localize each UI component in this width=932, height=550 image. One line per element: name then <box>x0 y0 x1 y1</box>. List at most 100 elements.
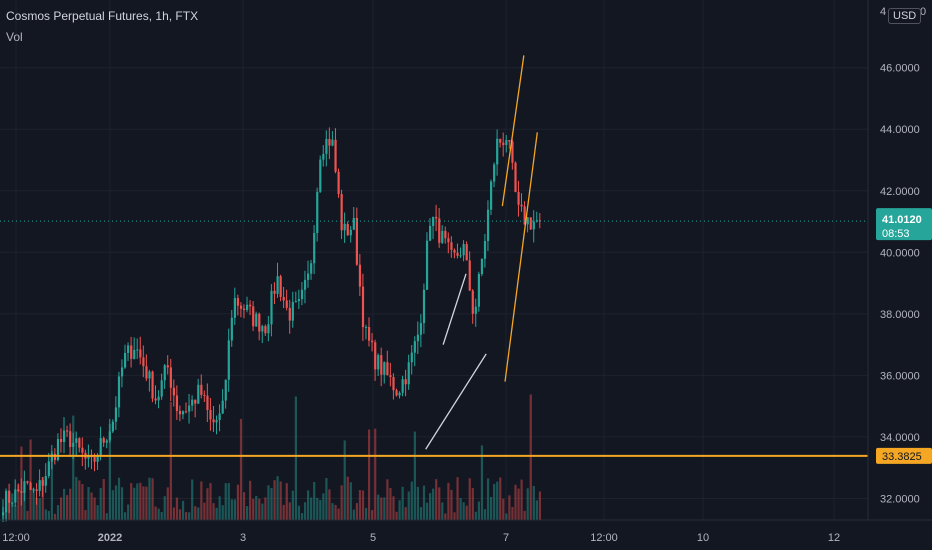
volume-bar <box>124 512 127 520</box>
time-tick-label: 12 <box>828 532 840 544</box>
candle-body <box>35 489 38 491</box>
trendline-left-lower[interactable] <box>425 353 487 450</box>
volume-bar <box>435 479 438 520</box>
volume-bar <box>480 445 484 520</box>
volume-bar <box>316 497 319 520</box>
candle-body <box>87 455 90 459</box>
candle-body <box>105 440 108 443</box>
volume-bar <box>236 484 240 520</box>
candle-body <box>66 430 69 432</box>
candle-body <box>120 367 124 377</box>
candle-body <box>59 439 63 442</box>
time-tick-label: 5 <box>370 532 376 544</box>
volume-bar <box>181 500 185 520</box>
volume-bar <box>50 451 53 520</box>
volume-bar <box>486 478 490 520</box>
volume-bar <box>212 503 215 520</box>
last-price-badge[interactable] <box>876 208 932 241</box>
volume-bar <box>218 496 221 520</box>
volume-bar <box>242 492 246 520</box>
candle-body <box>395 390 398 396</box>
candle-body <box>26 481 29 483</box>
candle-body <box>413 341 416 353</box>
candle-body <box>209 409 212 420</box>
candle-body <box>328 138 331 146</box>
volume-indicator-label[interactable]: Vol <box>6 30 23 44</box>
candle-body <box>453 249 456 253</box>
volume-bar <box>151 478 154 520</box>
price-tick-label: 38.0000 <box>880 309 920 321</box>
candle-body <box>474 306 477 314</box>
candle-body <box>404 379 407 385</box>
candle-body <box>538 220 541 222</box>
candle-body <box>127 345 130 353</box>
trendline-right-lower[interactable] <box>504 132 538 382</box>
candle-body <box>358 264 362 287</box>
candle-body <box>334 139 337 172</box>
candle-body <box>212 419 215 423</box>
candle-body <box>422 289 426 324</box>
volume-bar <box>84 510 87 520</box>
volume-bar <box>529 394 532 520</box>
volume-bar <box>221 505 224 520</box>
candle-body <box>63 430 66 442</box>
volume-bar <box>102 479 105 520</box>
currency-button[interactable]: USD <box>888 8 922 24</box>
volume-bar <box>392 496 395 520</box>
candle-body <box>346 223 349 236</box>
candle-body <box>81 447 84 453</box>
candle-body <box>44 475 47 486</box>
candle-body <box>490 181 493 210</box>
volume-bar <box>78 480 81 520</box>
candle-body <box>29 482 32 490</box>
candle-body <box>41 480 44 486</box>
candle-body <box>242 308 246 310</box>
volume-bar <box>374 428 377 520</box>
volume-bar <box>130 483 133 520</box>
candlesticks <box>2 127 541 523</box>
volume-bar <box>502 498 505 520</box>
candle-body <box>20 491 23 493</box>
volume-bar <box>294 396 297 520</box>
volume-bar <box>69 488 72 520</box>
candle-body <box>282 296 285 301</box>
time-tick-label: 2022 <box>98 532 122 544</box>
candle-body <box>267 324 270 334</box>
candle-body <box>483 241 487 259</box>
candle-body <box>233 298 236 318</box>
volume-bar <box>438 487 441 520</box>
volume-bar <box>105 513 108 520</box>
volume-bar <box>429 493 432 520</box>
volume-bar <box>538 491 541 520</box>
volume-bar <box>72 415 75 520</box>
candle-body <box>477 274 480 307</box>
volume-bar <box>261 503 264 520</box>
candle-body <box>486 209 490 242</box>
candle-body <box>450 242 453 250</box>
volume-bar <box>422 485 426 520</box>
candle-body <box>197 384 200 404</box>
volume-bar <box>53 513 57 520</box>
volume-bar <box>303 502 307 520</box>
volume-bar <box>145 486 148 520</box>
volume-bar <box>334 504 337 520</box>
trendline-right-upper[interactable] <box>501 55 525 207</box>
candle-body <box>389 375 392 378</box>
candle-body <box>169 367 172 388</box>
volume-bar <box>483 509 487 520</box>
candle-body <box>270 290 273 325</box>
volume-bar <box>526 488 529 520</box>
horizontal-level-badge[interactable] <box>876 447 932 464</box>
candle-body <box>236 298 240 306</box>
volume-bar <box>383 497 386 520</box>
volume-bar <box>169 402 172 520</box>
candle-body <box>172 387 175 396</box>
volume-bar <box>444 513 447 520</box>
price-axis-bg <box>868 0 932 550</box>
volume-bar <box>44 509 47 520</box>
candle-body <box>17 489 20 492</box>
candle-body <box>383 362 386 375</box>
trendline-left-upper[interactable] <box>442 273 467 345</box>
volume-bar <box>194 506 197 520</box>
